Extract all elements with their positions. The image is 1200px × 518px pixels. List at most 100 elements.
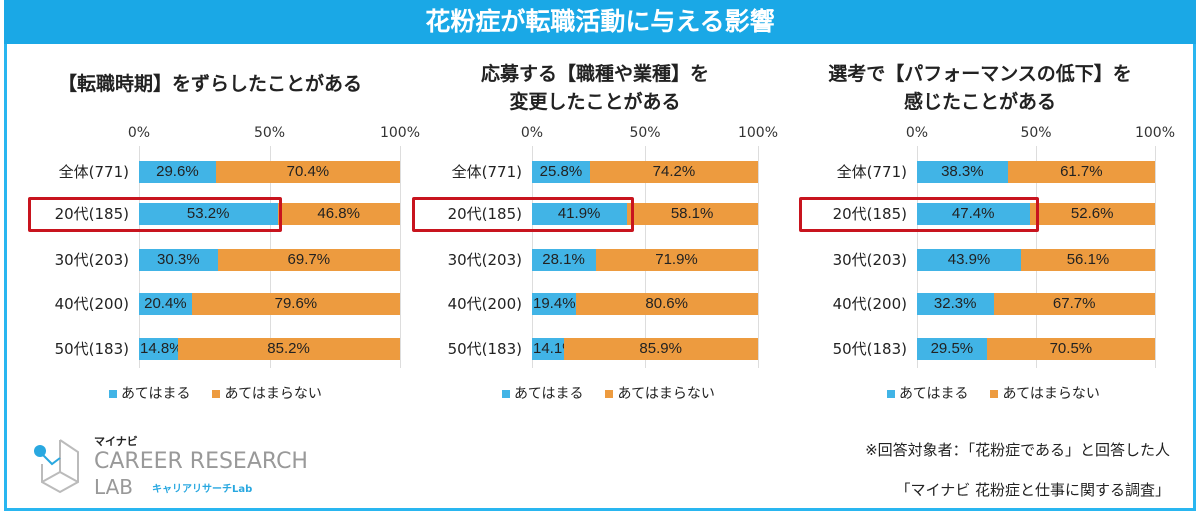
bar-yes: 30.3%	[139, 249, 219, 271]
chart-title: 選考で【パフォーマンスの低下】を 感じたことがある	[828, 63, 1132, 113]
legend-swatch	[502, 390, 510, 398]
legend-label: あてはまる	[899, 386, 969, 402]
bar-no: 56.1%	[1021, 249, 1155, 271]
bar-yes-label: 53.2%	[186, 205, 230, 222]
bar-yes: 19.4%	[532, 293, 576, 315]
bar-no: 80.6%	[575, 293, 758, 315]
highlight-box	[28, 197, 282, 232]
tick-label: 100%	[737, 125, 779, 141]
logo-lab: LAB	[94, 475, 134, 499]
frame	[4, 0, 1196, 511]
bar-yes: 14.8%	[139, 338, 183, 360]
bar-yes-label: 29.5%	[930, 340, 974, 357]
row-label: 50代(183)	[832, 340, 907, 358]
chart-title: 【転職時期】をずらしたことがある	[57, 73, 362, 95]
bar-yes-label: 28.1%	[542, 251, 585, 268]
bar-yes: 41.9%	[532, 203, 627, 225]
row-label: 40代(200)	[54, 295, 129, 313]
page-title: 花粉症が転職活動に与える影響	[4, 0, 1196, 44]
logo-sub: キャリアリサーチLab	[152, 484, 253, 495]
bar-no-label: 56.1%	[1066, 251, 1110, 268]
bar-no-label: 61.7%	[1060, 163, 1103, 180]
row-label: 30代(203)	[447, 251, 522, 269]
gridline	[1155, 146, 1156, 368]
respondents-note: ※回答対象者：「花粉症である」と回答した人	[865, 441, 1170, 459]
bar-no-label: 58.1%	[670, 205, 714, 222]
bar-no-label: 74.2%	[652, 163, 696, 180]
highlight-box	[799, 197, 1039, 232]
bar-no-label: 71.9%	[655, 251, 698, 268]
legend-swatch	[109, 390, 117, 398]
bar-no: 85.2%	[177, 338, 400, 360]
bar-no: 85.9%	[563, 338, 758, 360]
bar-yes: 53.2%	[139, 203, 278, 225]
bar-yes-label: 47.4%	[951, 205, 995, 222]
bar-yes: 43.9%	[917, 249, 1022, 271]
bar-no-label: 52.6%	[1070, 205, 1114, 222]
legend: あてはまる あてはまらない	[109, 385, 322, 403]
tick-label: 50%	[253, 125, 286, 141]
highlight-box	[412, 197, 634, 232]
row-label: 全体(771)	[58, 163, 129, 181]
gridline	[400, 146, 401, 368]
bar-no-label: 69.7%	[287, 251, 331, 268]
legend-item: あてはまらない	[212, 385, 322, 403]
bar-yes-label: 30.3%	[157, 251, 200, 268]
legend-swatch	[990, 390, 999, 398]
bar-yes-label: 20.4%	[144, 295, 187, 312]
bar-no: 74.2%	[590, 161, 758, 183]
bar-yes-label: 29.6%	[156, 163, 199, 180]
legend-item: あてはまる	[502, 385, 583, 403]
bar-yes: 29.5%	[917, 338, 988, 360]
bar-no-label: 80.6%	[645, 295, 688, 312]
row-label: 20代(185)	[832, 205, 907, 223]
row-label: 全体(771)	[836, 163, 907, 181]
legend-swatch	[887, 390, 895, 398]
bar-no: 69.7%	[218, 249, 400, 271]
bar-yes-label: 41.9%	[557, 205, 601, 222]
legend-label: あてはまる	[514, 386, 584, 402]
legend-label: あてはまらない	[617, 386, 715, 402]
bar-no-label: 70.4%	[286, 163, 330, 180]
row-label: 全体(771)	[451, 163, 522, 181]
bar-yes-label: 14.8%	[140, 340, 183, 357]
tick-label: 100%	[379, 125, 421, 141]
gridline	[758, 146, 759, 368]
career-research-lab-logo: マイナビ CAREER RESEARCH LAB キャリアリサーチLab	[30, 436, 330, 500]
legend-label: あてはまらない	[224, 386, 322, 402]
bar-yes-label: 43.9%	[947, 251, 991, 268]
logo-main: CAREER RESEARCH	[94, 449, 308, 474]
row-label: 30代(203)	[54, 251, 129, 269]
row-label: 20代(185)	[447, 205, 522, 223]
tick-label: 0%	[520, 125, 544, 141]
bar-yes: 47.4%	[917, 203, 1030, 225]
bar-yes: 25.8%	[532, 161, 591, 183]
logo-mynavi: マイナビ	[94, 435, 138, 448]
bar-yes: 38.3%	[917, 161, 1009, 183]
bar-no-label: 46.8%	[317, 205, 360, 222]
bar-no-label: 70.5%	[1049, 340, 1093, 357]
tick-label: 0%	[127, 125, 151, 141]
tick-label: 50%	[629, 125, 661, 141]
bar-no: 70.5%	[987, 338, 1155, 360]
bar-no-label: 85.2%	[267, 340, 310, 357]
bar-yes: 28.1%	[532, 249, 596, 271]
bar-no-label: 79.6%	[274, 295, 318, 312]
legend-swatch	[605, 390, 614, 398]
bar-yes-label: 25.8%	[539, 163, 583, 180]
bar-yes-label: 32.3%	[933, 295, 977, 312]
legend-label: あてはまる	[121, 386, 191, 402]
bar-no: 71.9%	[595, 249, 758, 271]
bar-yes: 14.1%	[532, 338, 576, 360]
row-label: 50代(183)	[447, 340, 522, 358]
tick-label: 0%	[905, 125, 929, 141]
legend-item: あてはまる	[109, 385, 190, 403]
row-label: 40代(200)	[832, 295, 907, 313]
bar-no: 58.1%	[626, 203, 758, 225]
legend-label: あてはまらない	[1002, 386, 1100, 402]
bar-no: 79.6%	[192, 293, 400, 315]
legend-item: あてはまらない	[990, 385, 1100, 403]
bar-no: 67.7%	[993, 293, 1155, 315]
bar-no: 52.6%	[1029, 203, 1155, 225]
legend-swatch	[212, 390, 221, 398]
